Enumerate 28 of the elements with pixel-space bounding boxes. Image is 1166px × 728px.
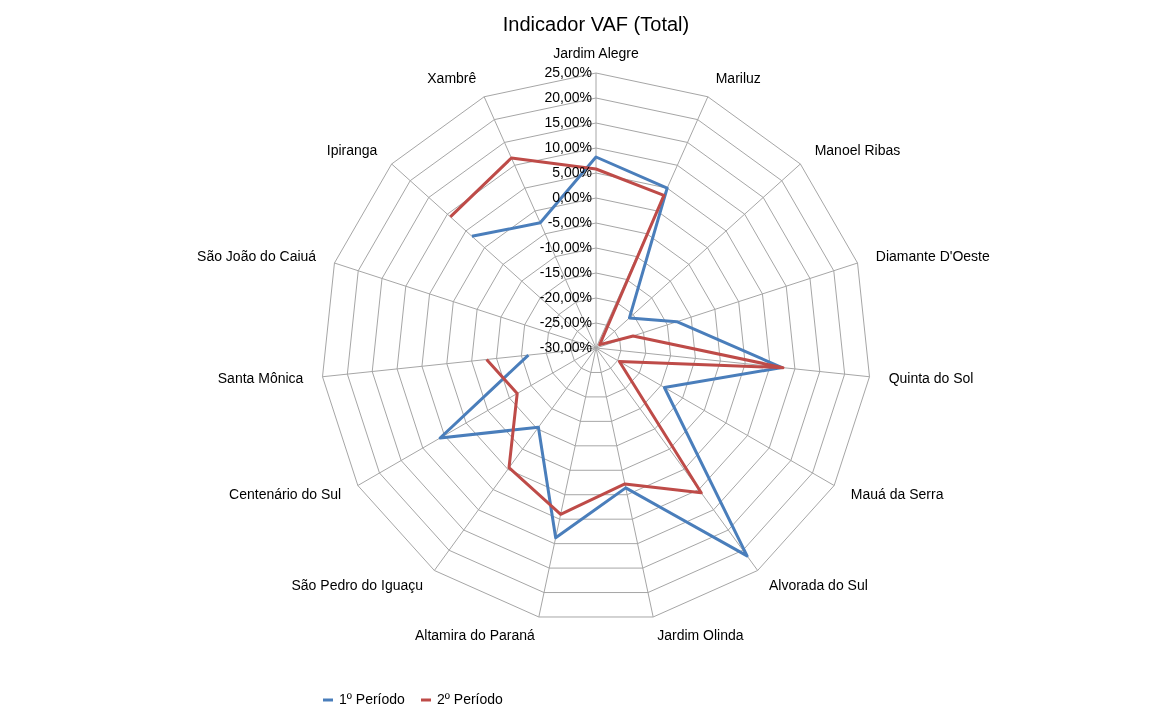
spoke-label: Centenário do Sul xyxy=(229,486,342,503)
spoke-label: Quinta do Sol xyxy=(888,369,974,386)
spoke-label: Jardim Alegre xyxy=(553,44,640,61)
y-tick-label: -20,00% xyxy=(539,289,592,305)
spoke-label: São Pedro do Iguaçu xyxy=(291,577,424,594)
spoke-label: Diamante D'Oeste xyxy=(875,248,990,265)
legend-label: 1º Período xyxy=(339,691,406,707)
spoke-label: Mariluz xyxy=(715,70,761,87)
spoke-label: Santa Mônica xyxy=(217,369,304,386)
y-tick-label: -30,00% xyxy=(539,339,592,355)
y-tick-label: -10,00% xyxy=(539,239,592,255)
spoke-label: São João do Caiuá xyxy=(197,248,317,265)
y-tick-label: 20,00% xyxy=(544,89,592,105)
spoke-label: Alvorada do Sul xyxy=(768,577,868,594)
chart-title: Indicador VAF (Total) xyxy=(502,12,690,35)
y-tick-label: -15,00% xyxy=(539,264,592,280)
legend-label: 2º Período xyxy=(437,691,504,707)
y-tick-label: -5,00% xyxy=(547,214,592,230)
spoke-label: Ipiranga xyxy=(326,142,378,159)
spoke-label: Jardim Olinda xyxy=(657,626,744,643)
spoke-label: Xambrê xyxy=(427,70,477,87)
spoke-label: Mauá da Serra xyxy=(850,486,944,503)
spoke-label: Manoel Ribas xyxy=(814,142,901,159)
y-tick-label: 10,00% xyxy=(544,139,592,155)
y-tick-label: 15,00% xyxy=(544,114,592,130)
y-tick-label: 25,00% xyxy=(544,64,592,80)
y-tick-label: -25,00% xyxy=(539,314,592,330)
spoke-label: Altamira do Paraná xyxy=(414,626,536,643)
